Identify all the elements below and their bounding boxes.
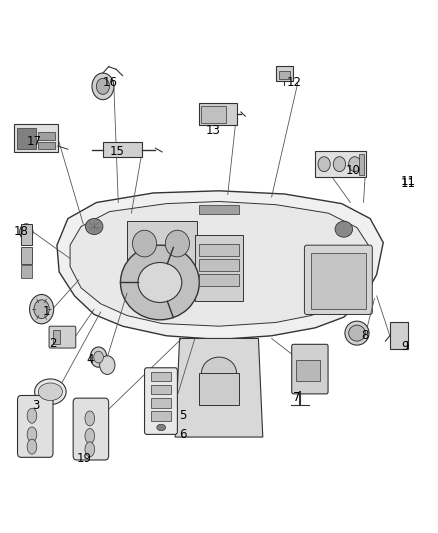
Bar — [127, 221, 197, 266]
Ellipse shape — [96, 78, 110, 94]
Bar — [14, 124, 58, 152]
Bar — [17, 128, 36, 149]
Ellipse shape — [333, 157, 346, 172]
Text: 5: 5 — [180, 409, 187, 422]
Bar — [103, 142, 142, 157]
Bar — [199, 259, 239, 271]
Ellipse shape — [132, 230, 157, 257]
Bar — [53, 330, 60, 344]
Bar — [151, 385, 171, 394]
Ellipse shape — [27, 427, 37, 442]
Bar — [21, 247, 32, 264]
Ellipse shape — [85, 429, 95, 443]
Ellipse shape — [94, 351, 103, 363]
Bar — [21, 265, 32, 278]
Bar — [315, 151, 366, 177]
Ellipse shape — [157, 424, 166, 431]
Bar — [276, 66, 293, 81]
Text: 3: 3 — [32, 399, 39, 411]
Bar — [199, 373, 239, 405]
Ellipse shape — [85, 411, 95, 426]
Bar — [195, 235, 243, 301]
Text: 1: 1 — [43, 305, 50, 318]
Text: 7: 7 — [293, 391, 301, 403]
Ellipse shape — [318, 157, 330, 172]
Ellipse shape — [34, 300, 49, 319]
Bar — [201, 106, 226, 123]
Ellipse shape — [20, 224, 33, 240]
Bar — [21, 224, 32, 245]
Bar — [151, 372, 171, 381]
Bar — [38, 142, 55, 149]
Ellipse shape — [201, 357, 237, 389]
Ellipse shape — [85, 219, 103, 235]
Ellipse shape — [120, 245, 199, 320]
Bar — [151, 411, 171, 421]
Text: 9: 9 — [401, 340, 408, 353]
Ellipse shape — [335, 221, 353, 237]
FancyBboxPatch shape — [145, 368, 177, 434]
Text: 10: 10 — [346, 164, 361, 177]
Ellipse shape — [35, 379, 66, 405]
Bar — [199, 205, 239, 214]
Bar — [199, 244, 239, 256]
Ellipse shape — [138, 263, 182, 303]
Ellipse shape — [27, 408, 37, 423]
Ellipse shape — [92, 73, 114, 100]
Text: 19: 19 — [77, 452, 92, 465]
Polygon shape — [70, 201, 370, 326]
Ellipse shape — [99, 356, 115, 374]
Text: 17: 17 — [26, 135, 41, 148]
Text: 11: 11 — [401, 175, 416, 188]
Text: 18: 18 — [14, 225, 28, 238]
Bar — [38, 132, 55, 140]
FancyBboxPatch shape — [49, 326, 76, 348]
Text: 11: 11 — [401, 177, 416, 190]
FancyBboxPatch shape — [292, 344, 328, 394]
Ellipse shape — [349, 157, 361, 172]
Polygon shape — [175, 338, 263, 437]
FancyBboxPatch shape — [304, 245, 372, 314]
Text: 2: 2 — [49, 337, 57, 350]
Text: 13: 13 — [206, 124, 221, 137]
Polygon shape — [57, 191, 383, 340]
Bar — [359, 154, 364, 175]
Bar — [390, 322, 408, 349]
Text: 6: 6 — [180, 428, 187, 441]
Text: 4: 4 — [87, 353, 94, 366]
FancyBboxPatch shape — [73, 398, 109, 460]
Text: 8: 8 — [361, 329, 369, 342]
Bar — [151, 398, 171, 408]
Ellipse shape — [29, 294, 53, 324]
Bar — [311, 253, 366, 309]
Bar — [199, 103, 237, 125]
FancyBboxPatch shape — [18, 395, 53, 457]
Ellipse shape — [90, 347, 107, 367]
Ellipse shape — [27, 439, 37, 454]
Text: 16: 16 — [103, 76, 118, 89]
Ellipse shape — [166, 230, 189, 257]
Ellipse shape — [345, 321, 369, 345]
Ellipse shape — [85, 442, 95, 457]
Ellipse shape — [39, 383, 63, 401]
Text: 12: 12 — [287, 76, 302, 89]
Text: 15: 15 — [110, 146, 125, 158]
Bar — [279, 71, 290, 79]
Bar — [199, 274, 239, 286]
Bar — [296, 360, 320, 381]
Ellipse shape — [349, 325, 365, 341]
